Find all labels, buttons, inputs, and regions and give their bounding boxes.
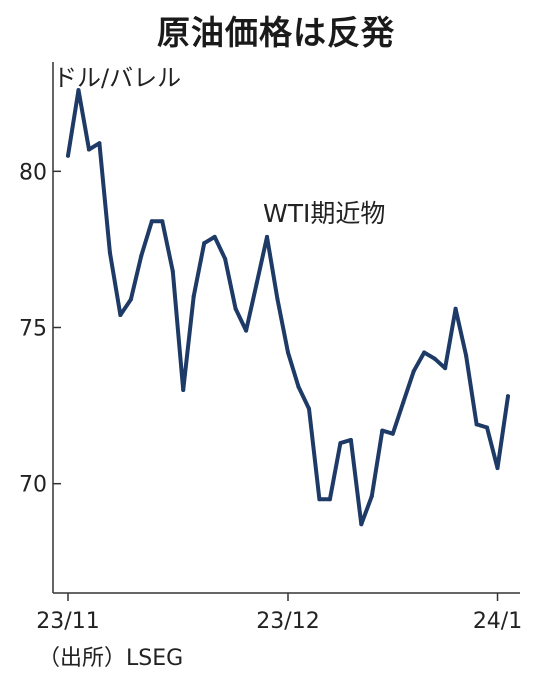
data-point <box>275 297 280 302</box>
data-point <box>369 494 374 499</box>
data-point <box>66 153 70 158</box>
data-point <box>97 141 102 146</box>
data-point <box>86 147 91 152</box>
series-annotation: WTI期近物 <box>263 199 385 228</box>
data-point <box>474 422 479 427</box>
data-point <box>390 431 395 436</box>
data-point <box>149 219 154 224</box>
data-point <box>380 428 385 433</box>
data-point <box>254 281 259 286</box>
data-point <box>359 522 364 527</box>
data-point <box>139 253 144 258</box>
data-point <box>338 441 343 446</box>
data-point <box>495 466 500 471</box>
x-tick-label: 23/11 <box>36 609 99 634</box>
y-tick-label: 80 <box>19 160 47 185</box>
data-point <box>244 328 249 333</box>
data-point <box>286 350 290 355</box>
data-point <box>296 384 301 389</box>
data-point <box>348 437 353 442</box>
data-point <box>453 306 458 311</box>
data-point <box>233 306 238 311</box>
data-point <box>118 313 123 318</box>
data-points <box>66 88 510 527</box>
data-point <box>464 353 469 358</box>
y-tick-label: 75 <box>19 317 47 342</box>
data-point <box>212 234 217 239</box>
data-point <box>306 406 311 411</box>
data-point <box>107 250 112 255</box>
data-point <box>422 350 427 355</box>
data-point <box>160 219 165 224</box>
data-point <box>506 394 510 399</box>
data-point <box>191 294 196 299</box>
data-point <box>170 269 175 274</box>
wti-price-line <box>66 88 510 527</box>
data-point <box>317 497 322 502</box>
x-tick-label: 23/12 <box>256 609 319 634</box>
y-axis-unit-label: ドル/バレル <box>53 64 182 92</box>
source-note: （出所）LSEG <box>38 646 184 671</box>
data-point <box>327 497 332 502</box>
data-point <box>443 366 448 371</box>
data-point <box>128 297 133 302</box>
data-point <box>485 425 490 430</box>
data-point <box>411 369 416 374</box>
y-ticks: 70 75 80 <box>19 160 61 498</box>
data-point <box>223 256 228 261</box>
data-point <box>432 356 437 361</box>
chart-title: 原油価格は反発 <box>157 13 395 52</box>
data-point <box>401 400 406 405</box>
data-point <box>181 387 186 392</box>
x-tick-label: 24/1 <box>473 609 522 634</box>
data-point <box>76 88 81 93</box>
x-ticks: 23/11 23/12 24/1 <box>36 593 522 634</box>
y-tick-label: 70 <box>19 473 47 498</box>
data-point <box>265 234 270 239</box>
data-point <box>202 241 207 246</box>
